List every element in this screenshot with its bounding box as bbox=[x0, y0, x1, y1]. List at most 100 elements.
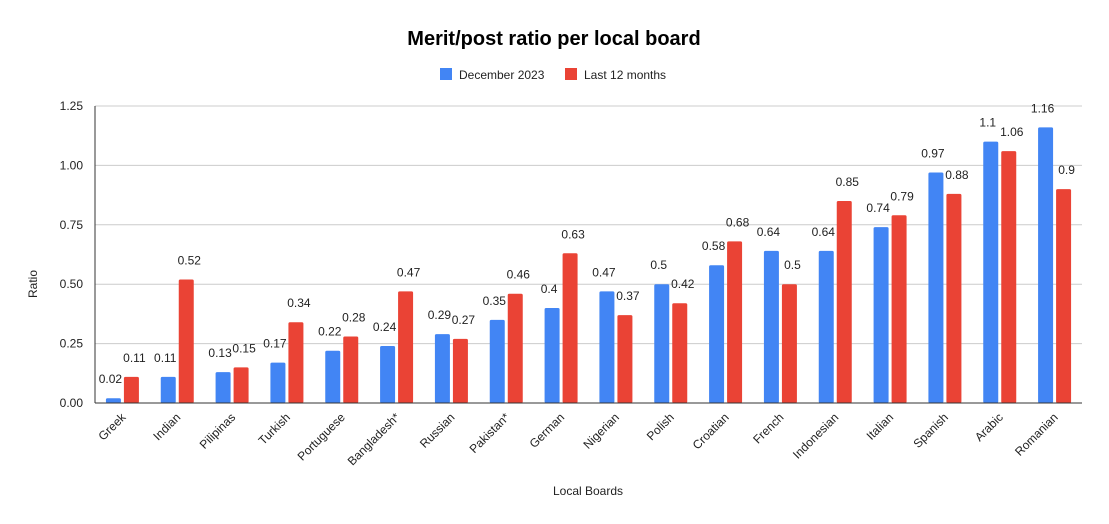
data-label-last-12-months-pakistan: 0.46 bbox=[507, 268, 531, 282]
bar-december-2023-polish bbox=[654, 284, 670, 403]
x-tick-label-french: French bbox=[750, 410, 786, 446]
bar-december-2023-nigerian bbox=[599, 291, 615, 403]
bar-last-12-months-nigerian bbox=[617, 315, 633, 403]
data-label-december-2023-pilipinas: 0.13 bbox=[208, 346, 232, 360]
bar-december-2023-portuguese bbox=[325, 350, 341, 403]
bar-december-2023-spanish bbox=[928, 172, 944, 403]
bar-last-12-months-croatian bbox=[727, 241, 743, 403]
y-tick-label-0-50: 0.50 bbox=[60, 277, 84, 291]
bar-december-2023-greek bbox=[105, 398, 121, 403]
bar-december-2023-indian bbox=[160, 376, 176, 403]
data-label-last-12-months-portuguese: 0.28 bbox=[342, 310, 366, 324]
x-axis-title: Local Boards bbox=[553, 484, 623, 498]
data-label-december-2023-nigerian: 0.47 bbox=[592, 265, 616, 279]
data-label-december-2023-italian: 0.74 bbox=[866, 201, 890, 215]
data-label-december-2023-spanish: 0.97 bbox=[921, 147, 945, 161]
x-tick-label-greek: Greek bbox=[96, 410, 130, 444]
bar-december-2023-arabic bbox=[983, 141, 999, 403]
x-tick-label-polish: Polish bbox=[644, 410, 677, 443]
data-label-december-2023-french: 0.64 bbox=[757, 225, 781, 239]
bar-december-2023-turkish bbox=[270, 362, 286, 403]
bar-december-2023-pakistan bbox=[489, 319, 505, 403]
data-label-last-12-months-polish: 0.42 bbox=[671, 277, 695, 291]
data-label-last-12-months-greek: 0.11 bbox=[123, 351, 146, 365]
data-label-december-2023-portuguese: 0.22 bbox=[318, 325, 342, 339]
y-tick-label-0-75: 0.75 bbox=[60, 218, 84, 232]
x-axis-categories: Greek Indian Pilipinas Turkish PortugueseBan… bbox=[96, 410, 1061, 469]
bar-last-12-months-indonesian bbox=[836, 201, 852, 403]
data-label-december-2023-pakistan: 0.35 bbox=[483, 294, 507, 308]
data-label-last-12-months-german: 0.63 bbox=[561, 227, 585, 241]
data-label-december-2023-arabic: 1.1 bbox=[979, 116, 996, 130]
data-label-december-2023-russian: 0.29 bbox=[428, 308, 452, 322]
bar-december-2023-bangladesh bbox=[380, 345, 396, 403]
bar-last-12-months-italian bbox=[891, 215, 907, 403]
bar-last-12-months-german bbox=[562, 253, 578, 403]
data-label-december-2023-polish: 0.5 bbox=[650, 258, 667, 272]
bar-last-12-months-greek bbox=[123, 376, 139, 403]
data-label-last-12-months-turkish: 0.34 bbox=[287, 296, 311, 310]
y-tick-label-1-25: 1.25 bbox=[60, 99, 84, 113]
y-axis-ticks: 0.00 0.25 0.50 0.75 1.00 1.25 bbox=[60, 99, 84, 410]
bar-december-2023-italian bbox=[873, 227, 889, 403]
x-tick-label-italian: Italian bbox=[864, 410, 897, 443]
bar-last-12-months-russian bbox=[452, 338, 468, 403]
bar-december-2023-romanian bbox=[1038, 127, 1054, 403]
data-label-december-2023-greek: 0.02 bbox=[99, 372, 123, 386]
bar-december-2023-german bbox=[544, 307, 560, 403]
x-tick-label-portuguese: Portuguese bbox=[295, 410, 349, 464]
bar-last-12-months-bangladesh bbox=[398, 291, 414, 403]
data-label-last-12-months-russian: 0.27 bbox=[452, 313, 476, 327]
bar-last-12-months-pakistan bbox=[507, 293, 523, 403]
y-axis-title: Ratio bbox=[26, 270, 40, 298]
data-label-december-2023-indian: 0.11 bbox=[154, 351, 177, 365]
legend-swatch-last-12-months bbox=[565, 68, 577, 80]
data-label-last-12-months-indonesian: 0.85 bbox=[836, 175, 860, 189]
data-label-last-12-months-romanian: 0.9 bbox=[1058, 163, 1075, 177]
bar-december-2023-russian bbox=[434, 334, 450, 403]
bar-last-12-months-indian bbox=[178, 279, 194, 403]
y-tick-label-1-00: 1.00 bbox=[60, 158, 84, 172]
data-label-last-12-months-french: 0.5 bbox=[784, 258, 801, 272]
bar-last-12-months-romanian bbox=[1056, 189, 1072, 403]
bar-last-12-months-spanish bbox=[946, 193, 962, 403]
bar-last-12-months-french bbox=[781, 284, 797, 403]
bar-last-12-months-turkish bbox=[288, 322, 304, 403]
x-tick-label-german: German bbox=[527, 410, 568, 451]
data-label-last-12-months-arabic: 1.06 bbox=[1000, 125, 1024, 139]
data-label-december-2023-german: 0.4 bbox=[541, 282, 558, 296]
x-tick-label-turkish: Turkish bbox=[256, 410, 293, 447]
data-label-last-12-months-italian: 0.79 bbox=[890, 189, 914, 203]
gridlines bbox=[95, 105, 1082, 345]
bar-last-12-months-portuguese bbox=[343, 336, 359, 403]
data-labels: 0.020.11 0.110.520.13 0.15 0.170.340.220.28… bbox=[99, 101, 1076, 386]
legend-label-last-12-months: Last 12 months bbox=[584, 68, 666, 82]
data-label-last-12-months-nigerian: 0.37 bbox=[616, 289, 640, 303]
data-label-last-12-months-croatian: 0.68 bbox=[726, 215, 750, 229]
bar-december-2023-french bbox=[763, 250, 779, 403]
bar-last-12-months-pilipinas bbox=[233, 367, 249, 403]
x-tick-label-pakistan: Pakistan* bbox=[467, 410, 513, 456]
bar-december-2023-pilipinas bbox=[215, 372, 231, 403]
chart-title: Merit/post ratio per local board bbox=[407, 28, 700, 50]
data-label-last-12-months-indian: 0.52 bbox=[178, 253, 202, 267]
data-label-last-12-months-spanish: 0.88 bbox=[945, 168, 969, 182]
x-tick-label-indian: Indian bbox=[150, 410, 183, 443]
y-tick-label-0-00: 0.00 bbox=[60, 396, 84, 410]
data-label-december-2023-indonesian: 0.64 bbox=[812, 225, 836, 239]
y-tick-label-0-25: 0.25 bbox=[60, 337, 84, 351]
data-label-last-12-months-pilipinas: 0.15 bbox=[232, 341, 256, 355]
x-tick-label-spanish: Spanish bbox=[910, 410, 951, 451]
legend: December 2023 Last 12 months bbox=[440, 68, 666, 82]
data-label-december-2023-turkish: 0.17 bbox=[263, 337, 287, 351]
x-tick-label-croatian: Croatian bbox=[690, 410, 732, 452]
data-label-last-12-months-bangladesh: 0.47 bbox=[397, 265, 421, 279]
data-label-december-2023-bangladesh: 0.24 bbox=[373, 320, 397, 334]
x-tick-label-arabic: Arabic bbox=[972, 410, 1006, 444]
data-label-december-2023-romanian: 1.16 bbox=[1031, 101, 1055, 115]
bar-last-12-months-arabic bbox=[1001, 151, 1017, 403]
x-tick-label-pilipinas: Pilipinas bbox=[197, 410, 239, 452]
x-tick-label-nigerian: Nigerian bbox=[581, 410, 623, 452]
